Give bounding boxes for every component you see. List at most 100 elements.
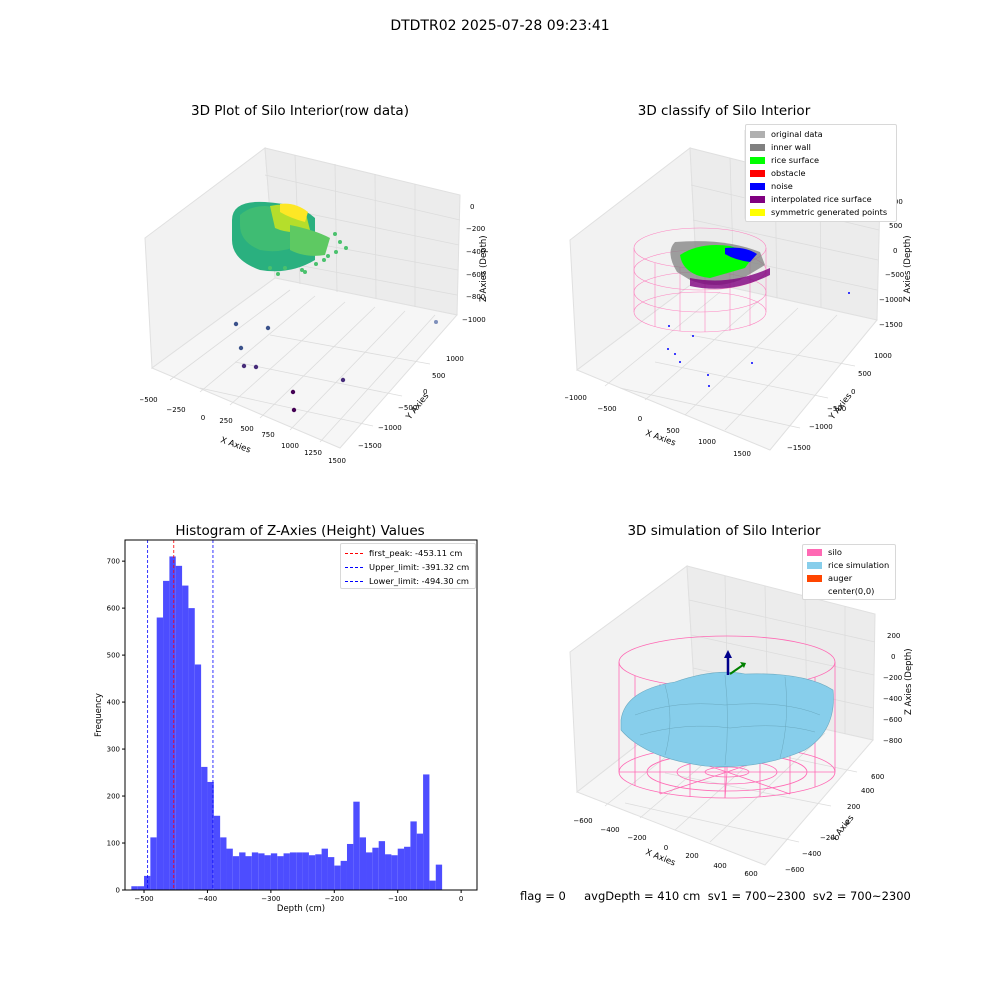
sim-y-tick: −200: [820, 834, 839, 842]
legend-entry: inner wall: [750, 141, 887, 154]
raw-y-tick: −1000: [378, 424, 402, 432]
classify-x-tick: 1000: [698, 438, 716, 446]
raw-3d-plot: −500 −250 0 250 500 750 1000 1250 1500 −…: [140, 147, 489, 465]
legend-entry: auger: [807, 572, 889, 585]
classify-points: [667, 241, 850, 387]
legend-entry: obstacle: [750, 167, 887, 180]
legend-swatch: [807, 575, 822, 582]
histogram-bar: [137, 886, 145, 890]
raw-y-tick: 500: [432, 372, 445, 380]
raw-x-tick: 500: [240, 425, 253, 433]
legend-label: symmetric generated points: [771, 207, 888, 217]
classify-y-tick: 0: [851, 388, 855, 396]
legend-label: silo: [828, 547, 843, 557]
raw-z-tick: −1000: [462, 316, 486, 324]
legend-label: rice surface: [771, 155, 820, 165]
raw-z-tick: −400: [466, 248, 485, 256]
raw-z-tick: −800: [466, 293, 485, 301]
histogram-bar: [150, 837, 157, 890]
y-tick-label: 300: [107, 746, 120, 754]
histogram-bar: [289, 852, 297, 890]
raw-y-tick: −1500: [358, 442, 382, 450]
sim-z-label: Z Axies (Depth): [904, 648, 914, 715]
raw-x-label: X Axies: [219, 435, 252, 455]
raw-x-tick: −500: [140, 396, 158, 404]
histogram-legend: first_peak: -453.11 cm Upper_limit: -391.…: [340, 543, 476, 589]
legend-entry: silo: [807, 546, 889, 559]
legend-swatch: [750, 131, 765, 138]
histogram-bar: [397, 848, 405, 890]
raw-y-tick: 1000: [446, 355, 464, 363]
classify-z-tick: −1000: [879, 296, 903, 304]
sim-y-tick: 0: [845, 819, 849, 827]
legend-swatch: [807, 588, 822, 595]
histogram-bar: [188, 608, 195, 890]
classify-z-tick: 0: [893, 247, 897, 255]
legend-label: center(0,0): [828, 586, 875, 596]
legend-label: Lower_limit: -494.30 cm: [369, 576, 469, 586]
legend-label: inner wall: [771, 142, 811, 152]
histogram-bar: [385, 854, 392, 890]
raw-x-tick: 750: [261, 431, 274, 439]
legend-line-swatch: [345, 553, 363, 554]
classify-y-tick: 500: [858, 370, 871, 378]
classify-y-tick: 1000: [874, 352, 892, 360]
legend-label: first_peak: -453.11 cm: [369, 548, 463, 558]
sim-y-tick: −600: [785, 866, 804, 874]
classify-x-tick: 1500: [733, 450, 751, 458]
classify-z-tick: 500: [889, 222, 902, 230]
histogram-bar: [194, 664, 202, 890]
classify-x-tick: −1000: [565, 394, 587, 402]
histogram-bar: [391, 855, 398, 890]
raw-point-cloud: [232, 201, 438, 413]
x-tick-label: −400: [198, 895, 217, 903]
histogram-bar: [156, 617, 164, 890]
figure-title: DTDTR02 2025-07-28 09:23:41: [390, 18, 610, 34]
raw-z-label: Z Axies (Depth): [479, 235, 489, 302]
classify-z-tick: −500: [885, 271, 904, 279]
legend-entry: rice surface: [750, 154, 887, 167]
histogram-bar: [340, 860, 347, 890]
histogram-axes-frame: [124, 539, 478, 891]
sim-x-tick: 400: [713, 862, 726, 870]
histogram-bar: [353, 801, 360, 890]
classify-z-tick: −1500: [879, 321, 903, 329]
histogram-bar: [404, 846, 411, 890]
sim-y-tick: 600: [871, 773, 884, 781]
histogram-y-label: Frequency: [94, 693, 104, 737]
histogram-bar: [277, 856, 284, 890]
sim-y-tick: −400: [802, 850, 821, 858]
histogram-bar: [226, 848, 233, 890]
legend-swatch: [750, 157, 765, 164]
sim-x-tick: −600: [573, 817, 592, 825]
raw-plot-title: 3D Plot of Silo Interior(row data): [191, 103, 409, 119]
legend-label: interpolated rice surface: [771, 194, 872, 204]
sim-x-tick: 600: [744, 870, 757, 878]
histogram-bar: [429, 880, 436, 890]
x-tick-label: −200: [325, 895, 344, 903]
sim-x-tick: 200: [685, 852, 698, 860]
legend-label: auger: [828, 573, 853, 583]
x-tick-label: −500: [134, 895, 153, 903]
classify-x-tick: −500: [597, 405, 616, 413]
histogram-bar: [435, 864, 443, 890]
x-tick-label: −300: [261, 895, 280, 903]
sim-x-tick: −400: [600, 826, 619, 834]
sim-z-tick: −800: [883, 737, 902, 745]
histogram-bar: [321, 848, 328, 890]
legend-entry: original data: [750, 128, 887, 141]
raw-x-tick: 250: [219, 417, 232, 425]
histogram-x-ticks: −500 −400 −300 −200 −100 0: [134, 890, 463, 903]
raw-y-tick: 0: [423, 388, 427, 396]
legend-label: rice simulation: [828, 560, 890, 570]
legend-swatch: [750, 144, 765, 151]
legend-swatch: [750, 209, 765, 216]
histogram-bar: [239, 852, 246, 890]
histogram-bar: [182, 585, 189, 890]
simulation-legend: silo rice simulation auger center(0,0): [802, 544, 896, 600]
histogram-x-label: Depth (cm): [277, 904, 325, 914]
classify-plot-title: 3D classify of Silo Interior: [637, 103, 811, 119]
legend-swatch: [807, 549, 822, 556]
histogram-bar: [296, 852, 303, 890]
histogram-bar: [327, 857, 335, 890]
